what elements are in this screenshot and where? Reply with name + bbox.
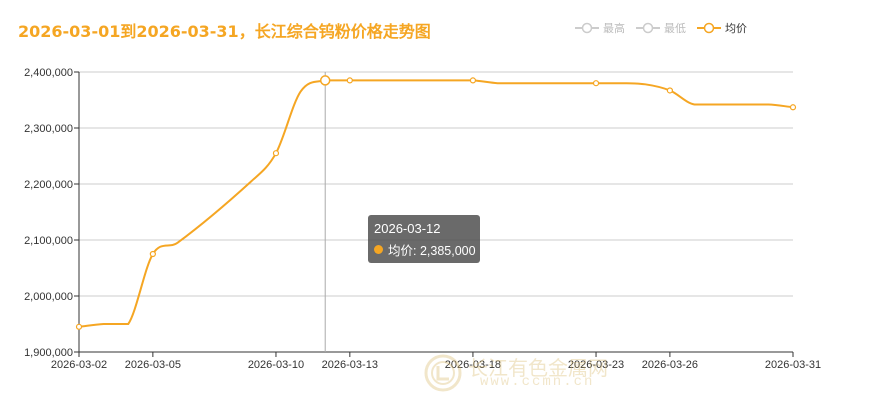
y-tick-label: 1,900,000 (24, 347, 73, 359)
data-point (272, 150, 280, 157)
legend-line-circle-icon (697, 22, 721, 34)
legend-item-max[interactable]: 最高 (574, 20, 625, 36)
watermark-name: 长江有色金属网 (468, 356, 608, 380)
x-tick-label: 2026-03-26 (642, 359, 698, 371)
legend-line-circle-icon (636, 22, 660, 34)
watermark-url: www.ccmn.cn (480, 374, 595, 390)
legend-label-max: 最高 (603, 22, 625, 35)
tooltip: 2026-03-12 均价: 2,385,000 (368, 215, 480, 263)
tooltip-row: 均价: 2,385,000 (374, 240, 476, 259)
y-tick-label: 2,400,000 (24, 67, 73, 79)
x-tick-label: 2026-03-02 (51, 359, 107, 371)
y-tick-label: 2,300,000 (24, 123, 73, 135)
legend-item-min[interactable]: 最低 (635, 20, 686, 36)
ccmn-logo-icon (424, 354, 462, 392)
data-point (469, 77, 477, 84)
x-tick-label: 2026-03-10 (248, 359, 304, 371)
tooltip-date: 2026-03-12 (374, 221, 441, 236)
legend: 最高 最低 均价 (574, 20, 757, 36)
x-tick-label: 2026-03-13 (322, 359, 378, 371)
legend-line-circle-icon (575, 22, 599, 34)
x-tick-label: 2026-03-23 (568, 359, 624, 371)
y-tick-label: 2,200,000 (24, 179, 73, 191)
x-tick-label: 2026-03-18 (445, 359, 501, 371)
highlighted-data-point (319, 75, 331, 86)
watermark: 长江有色金属网 www.ccmn.cn (424, 350, 608, 396)
legend-item-avg[interactable]: 均价 (696, 20, 747, 36)
x-tick-label: 2026-03-05 (125, 359, 181, 371)
data-point (149, 250, 156, 258)
data-point (75, 323, 83, 330)
data-point (346, 77, 353, 84)
data-point (666, 87, 673, 94)
tooltip-series-dot (374, 245, 383, 254)
x-tick-label: 2026-03-31 (765, 359, 821, 371)
chart-title: 2026-03-01到2026-03-31，长江综合钨粉价格走势图 (18, 22, 431, 41)
data-point (789, 104, 797, 111)
tooltip-value: 均价: 2,385,000 (388, 244, 476, 258)
data-point (592, 80, 600, 87)
series-line-avg (78, 79, 794, 328)
y-tick-label: 2,100,000 (24, 235, 73, 247)
y-tick-label: 2,000,000 (24, 291, 73, 303)
legend-label-min: 最低 (664, 22, 686, 35)
legend-label-avg: 均价 (725, 22, 747, 35)
